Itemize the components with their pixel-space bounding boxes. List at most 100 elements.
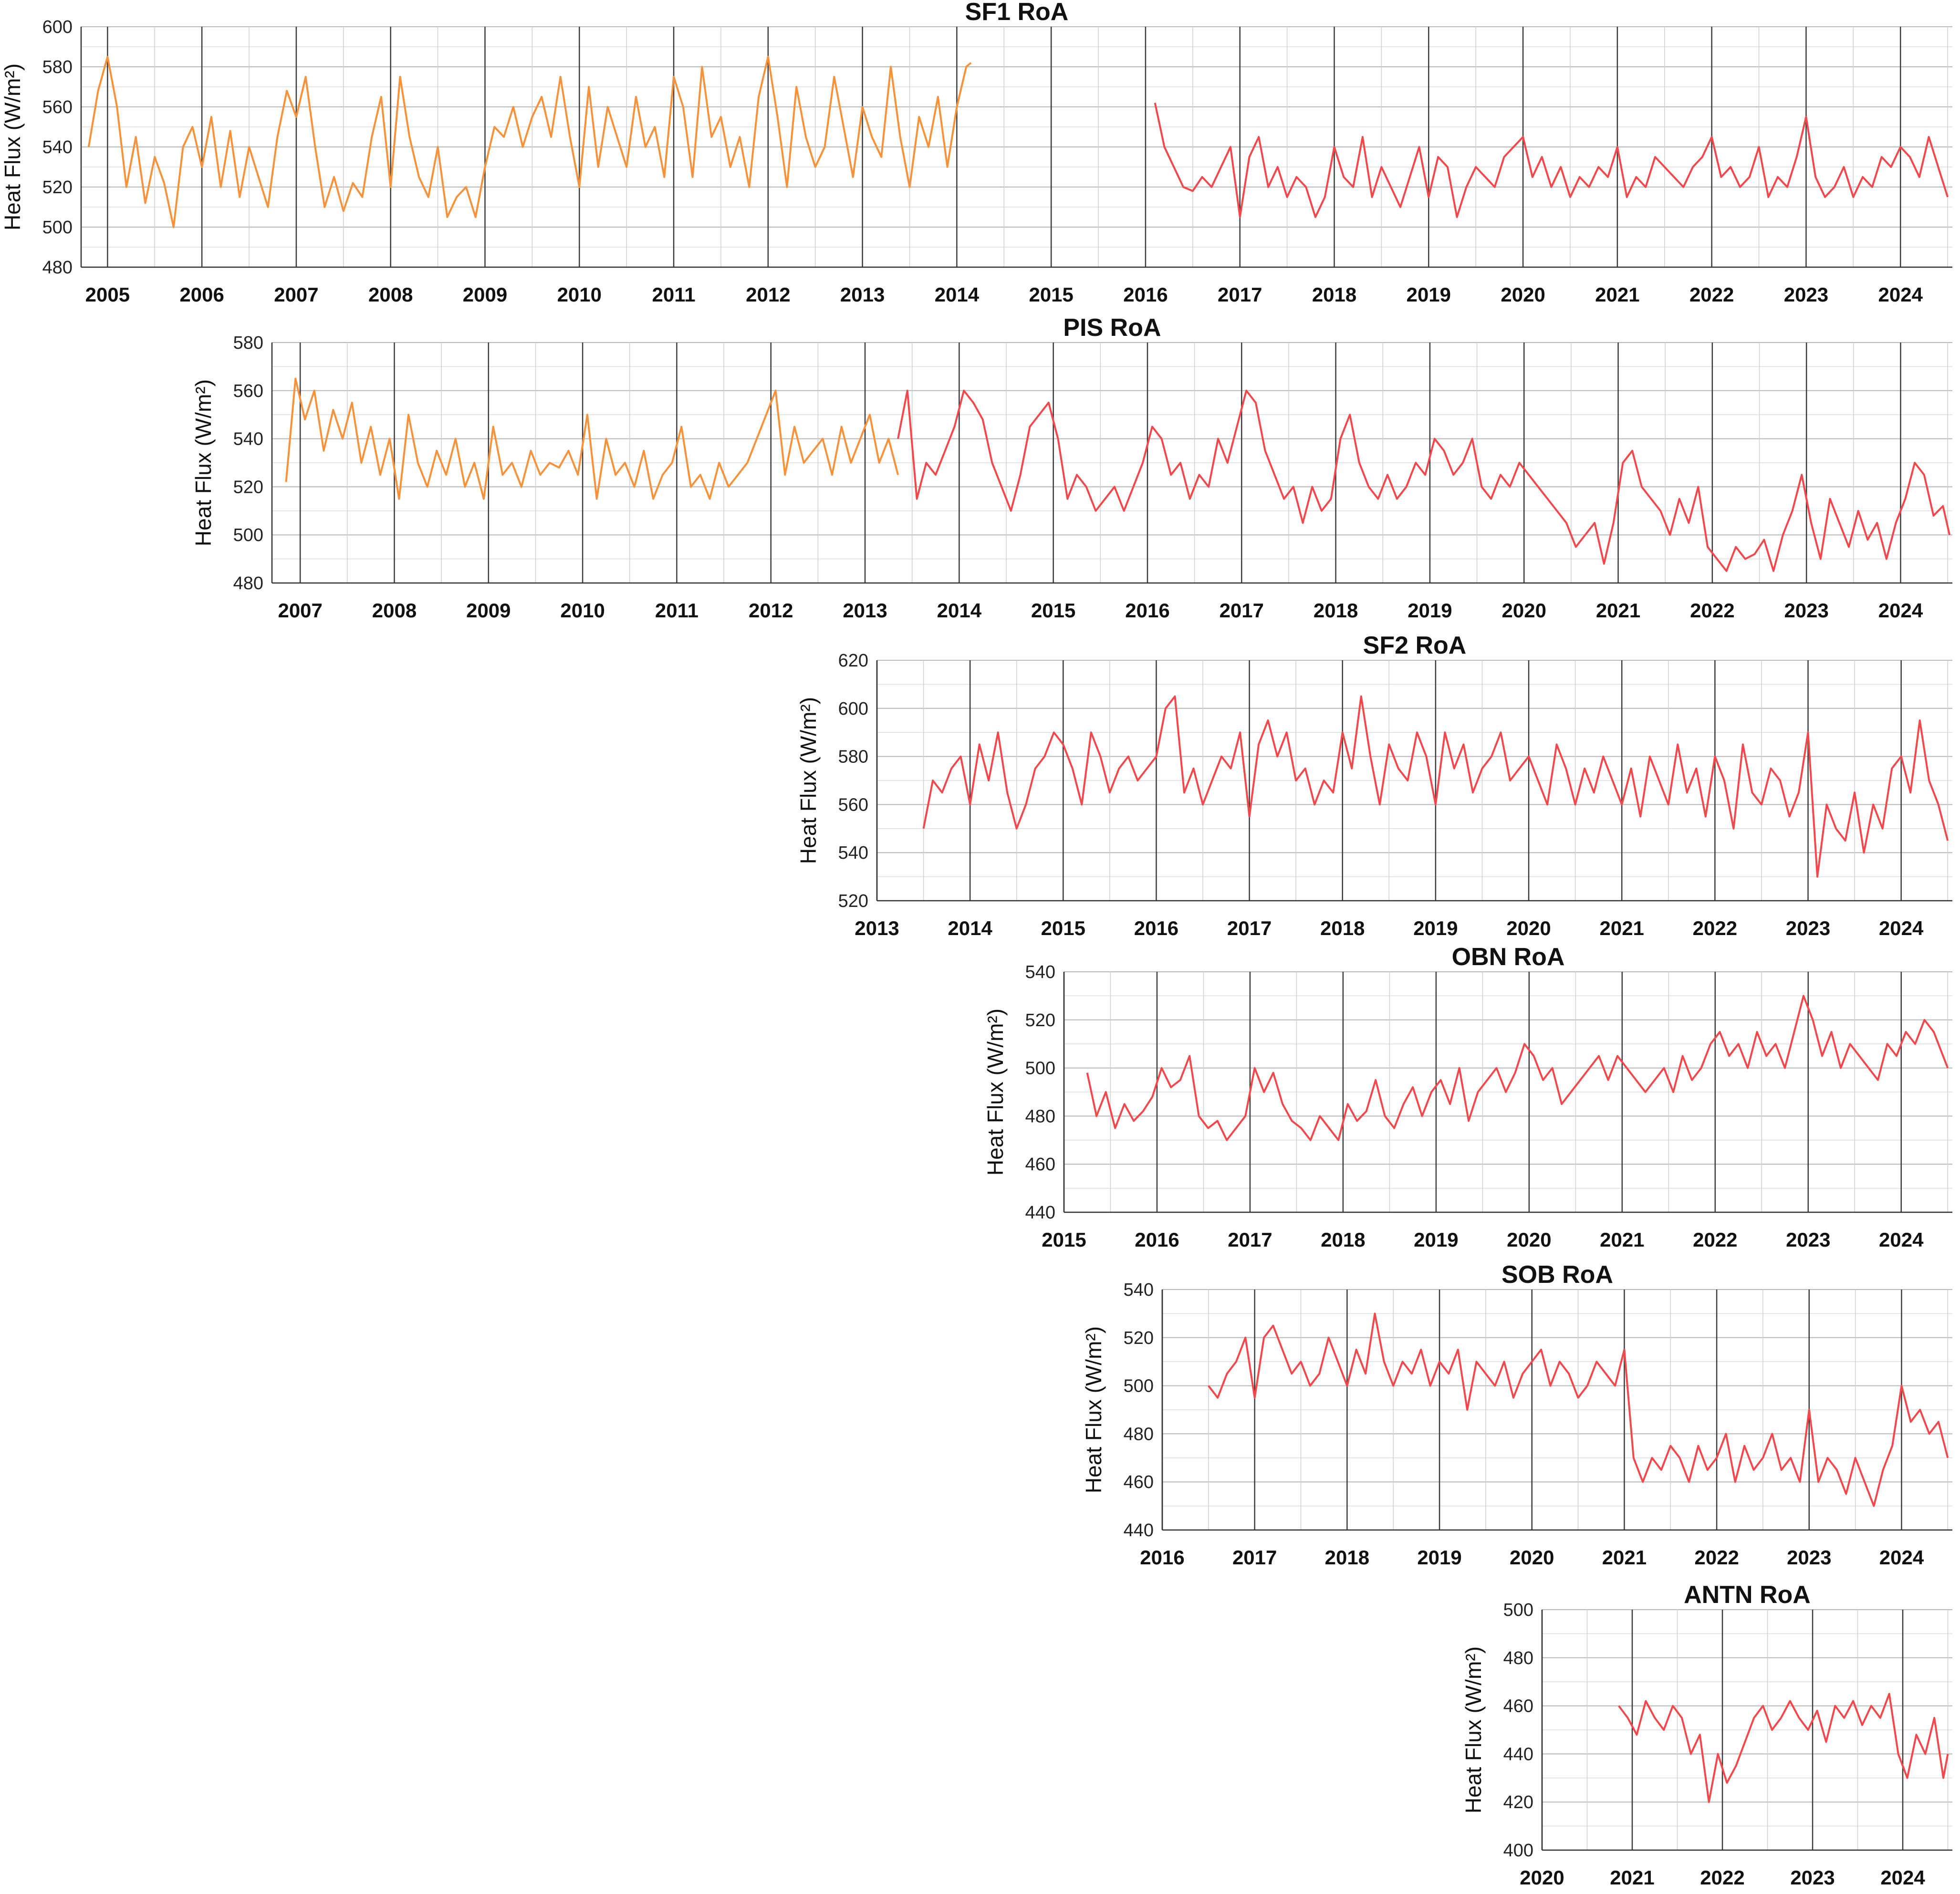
x-tick-label: 2021	[1599, 917, 1644, 939]
x-tick-label: 2005	[85, 283, 130, 306]
series-line-red	[922, 695, 1949, 878]
x-tick-label: 2016	[1140, 1546, 1184, 1569]
series-line-red	[1618, 1693, 1949, 1803]
x-tick-label: 2015	[1029, 283, 1073, 306]
x-tick-label: 2024	[1878, 599, 1923, 622]
y-tick-label: 480	[1124, 1424, 1154, 1444]
y-axis-label: Heat Flux (W/m²)	[191, 379, 216, 546]
y-tick-label: 580	[42, 57, 73, 77]
series-line-orange	[87, 56, 972, 228]
chart-panel-2: 520 540 560 580 600 620 2013 2014 2015 2016 2017 20…	[796, 632, 1952, 939]
chart-panel-0: 480 500 520 540 560 580 600 2005 2006 2007 2008 200…	[0, 0, 1952, 306]
y-tick-label: 560	[838, 795, 868, 815]
x-tick-label: 2020	[1510, 1546, 1554, 1569]
y-tick-label: 520	[1025, 1010, 1055, 1030]
y-tick-label: 540	[838, 843, 868, 863]
x-tick-label: 2022	[1694, 1546, 1739, 1569]
x-tick-label: 2012	[746, 283, 790, 306]
y-axis-label: Heat Flux (W/m²)	[1081, 1326, 1106, 1493]
chart-title: OBN RoA	[1452, 943, 1565, 971]
x-tick-label: 2008	[372, 599, 417, 622]
x-tick-label: 2018	[1321, 1228, 1365, 1251]
x-tick-label: 2015	[1031, 599, 1075, 622]
y-tick-label: 420	[1503, 1792, 1533, 1812]
x-tick-label: 2015	[1041, 917, 1085, 939]
x-tick-label: 2022	[1690, 599, 1734, 622]
x-tick-label: 2017	[1227, 917, 1272, 939]
x-tick-label: 2022	[1693, 917, 1737, 939]
y-axis-label: Heat Flux (W/m²)	[1461, 1646, 1486, 1813]
x-tick-label: 2010	[557, 283, 602, 306]
x-tick-label: 2019	[1414, 1228, 1458, 1251]
y-tick-label: 540	[233, 429, 263, 449]
chart-panel-1: 480 500 520 540 560 580 2007 2008 2009 2010 2011 20…	[191, 314, 1952, 622]
y-tick-label: 500	[42, 218, 73, 238]
x-tick-label: 2020	[1501, 283, 1545, 306]
x-tick-label: 2020	[1506, 917, 1551, 939]
x-tick-label: 2007	[274, 283, 318, 306]
y-tick-label: 460	[1124, 1472, 1154, 1492]
y-tick-label: 560	[233, 381, 263, 401]
x-tick-label: 2023	[1787, 1546, 1831, 1569]
x-tick-label: 2023	[1784, 599, 1828, 622]
y-tick-label: 540	[42, 137, 73, 157]
x-tick-label: 2019	[1407, 283, 1451, 306]
chart-title: SOB RoA	[1501, 1261, 1613, 1289]
x-tick-label: 2019	[1417, 1546, 1461, 1569]
y-tick-label: 480	[42, 258, 73, 278]
x-tick-label: 2014	[935, 283, 980, 306]
x-tick-label: 2021	[1596, 599, 1640, 622]
x-tick-label: 2016	[1125, 599, 1169, 622]
x-tick-label: 2018	[1320, 917, 1365, 939]
x-tick-label: 2020	[1502, 599, 1546, 622]
y-tick-label: 480	[1503, 1648, 1533, 1668]
series-line-red	[1086, 995, 1949, 1141]
y-tick-label: 460	[1503, 1696, 1533, 1717]
x-tick-label: 2021	[1602, 1546, 1647, 1569]
y-tick-label: 400	[1503, 1841, 1533, 1861]
x-tick-label: 2024	[1878, 283, 1923, 306]
x-tick-label: 2020	[1520, 1866, 1564, 1889]
y-tick-label: 600	[838, 699, 868, 719]
series-line-red	[1154, 103, 1949, 218]
x-tick-label: 2018	[1314, 599, 1358, 622]
x-tick-label: 2013	[843, 599, 887, 622]
y-tick-label: 620	[838, 651, 868, 671]
y-tick-label: 580	[233, 333, 263, 353]
x-tick-label: 2017	[1220, 599, 1264, 622]
y-tick-label: 440	[1124, 1520, 1154, 1540]
y-axis-label: Heat Flux (W/m²)	[796, 697, 821, 864]
x-tick-label: 2016	[1135, 1228, 1179, 1251]
x-tick-label: 2006	[179, 283, 224, 306]
y-tick-label: 500	[1124, 1376, 1154, 1396]
y-tick-label: 600	[42, 17, 73, 37]
series-line-orange	[285, 377, 899, 500]
x-tick-label: 2024	[1879, 917, 1924, 939]
chart-panel-5: 400 420 440 460 480 500 2020 2021 2022 2023 2024 AN…	[1461, 1581, 1952, 1889]
chart-title: SF2 RoA	[1363, 632, 1467, 659]
x-tick-label: 2023	[1790, 1866, 1835, 1889]
x-tick-label: 2009	[466, 599, 511, 622]
y-tick-label: 560	[42, 97, 73, 117]
y-axis-label: Heat Flux (W/m²)	[983, 1009, 1008, 1176]
x-tick-label: 2019	[1413, 917, 1458, 939]
y-tick-label: 500	[1503, 1600, 1533, 1620]
x-tick-label: 2011	[652, 283, 696, 306]
y-tick-label: 580	[838, 747, 868, 767]
x-tick-label: 2015	[1042, 1228, 1086, 1251]
x-tick-label: 2022	[1689, 283, 1734, 306]
y-tick-label: 480	[233, 573, 263, 593]
x-tick-label: 2024	[1879, 1546, 1924, 1569]
series-line-red	[1208, 1312, 1949, 1507]
x-tick-label: 2019	[1407, 599, 1452, 622]
series-line-red	[897, 389, 1951, 572]
chart-panel-3: 440 460 480 500 520 540 2015 2016 2017 2018 2019 20…	[983, 943, 1952, 1251]
y-tick-label: 520	[233, 477, 263, 497]
x-tick-label: 2014	[948, 917, 992, 939]
chart-title: PIS RoA	[1063, 314, 1161, 342]
x-tick-label: 2017	[1218, 283, 1262, 306]
x-tick-label: 2014	[937, 599, 982, 622]
chart-title: SF1 RoA	[965, 0, 1069, 26]
x-tick-label: 2008	[368, 283, 413, 306]
x-tick-label: 2022	[1700, 1866, 1744, 1889]
